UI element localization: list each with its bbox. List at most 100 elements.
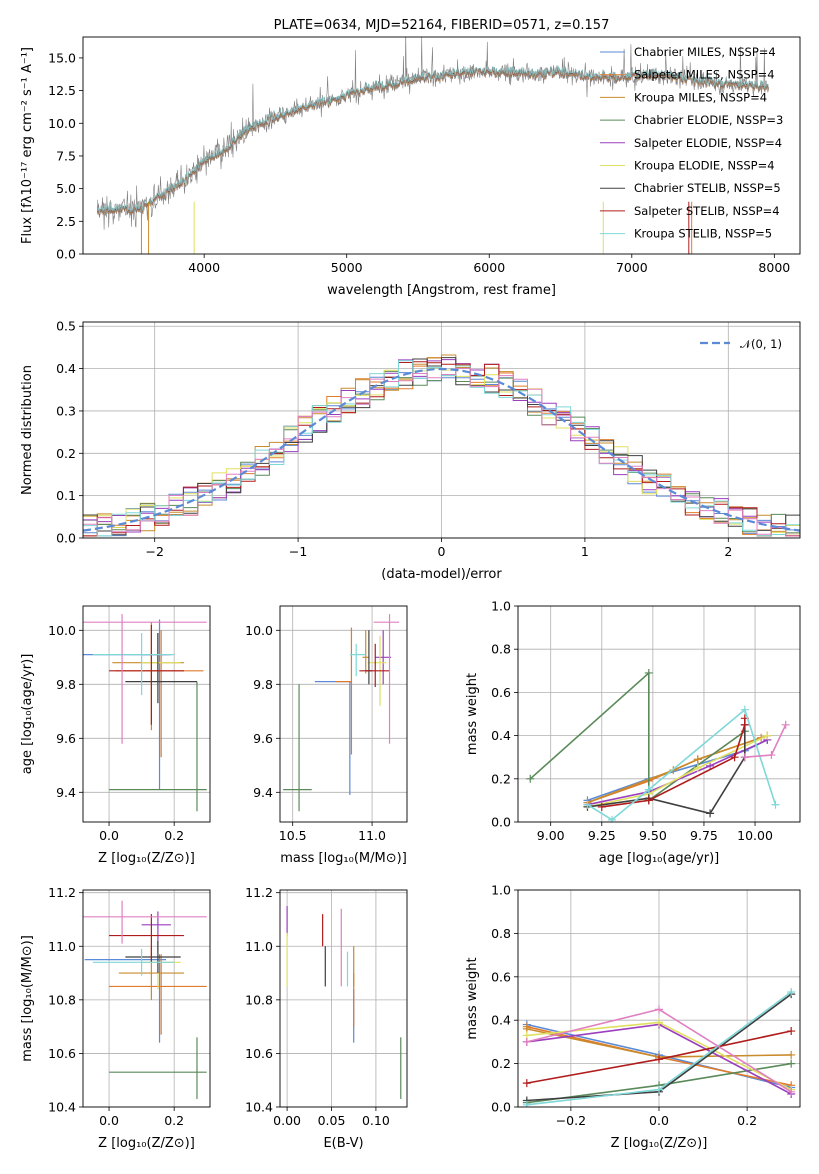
y-tick-label: 10.0 — [245, 623, 273, 638]
y-tick-label: 9.8 — [56, 677, 76, 692]
y-tick-label: 0.6 — [491, 969, 511, 984]
panel-mass_vs_Z: 0.0 0.2 10.4 10.6 10.8 11.0 11.2 Z [log₁₀(Z/Z⊙)… — [20, 885, 211, 1151]
weight-marker-sa_stelib — [597, 802, 606, 811]
y-tick-label: 11.2 — [48, 885, 76, 900]
legend-entry: Salpeter MILES, NSSP=4 — [634, 68, 775, 82]
x-axis-label: Z [log₁₀(Z/Z⊙)] — [98, 851, 195, 866]
histogram-kr_stelib — [83, 360, 800, 537]
y-tick-label: 0.8 — [491, 926, 511, 941]
legend-entry: Kroupa STELIB, NSSP=5 — [634, 227, 772, 241]
panel-spectrum: 4000 5000 6000 7000 8000 0.0 2.5 5.0 7.5 10.0 12.5… — [20, 18, 801, 298]
y-axis-label: Normed distribution — [20, 365, 35, 495]
x-tick-label: 0.00 — [273, 1113, 301, 1128]
x-tick-label: 7000 — [616, 260, 648, 275]
y-tick-label: 10.8 — [48, 992, 76, 1007]
weight-marker-extra_pink — [767, 751, 776, 760]
weight-marker-kr_stelib — [787, 987, 796, 996]
x-tick-label: 0 — [438, 544, 446, 559]
x-tick-label: 4000 — [188, 260, 220, 275]
weight-marker-extra_pink — [655, 1005, 663, 1014]
y-tick-label: 0.4 — [56, 361, 76, 376]
x-axis-label: Z [log₁₀(Z/Z⊙)] — [98, 1136, 195, 1151]
panel-mass_vs_EBV: 0.00 0.05 0.10 10.4 10.6 10.8 11.0 11.2 E(B-V) — [245, 885, 408, 1151]
axes-frame — [279, 605, 408, 823]
axes-frame — [279, 889, 408, 1108]
y-tick-label: 10.6 — [48, 1046, 76, 1061]
x-tick-label: 0.05 — [318, 1113, 346, 1128]
y-tick-label: 0.8 — [491, 642, 511, 657]
legend-entry: Chabrier ELODIE, NSSP=3 — [634, 113, 783, 127]
y-tick-label: 10.0 — [48, 623, 76, 638]
weight-marker-kr_miles — [787, 1050, 796, 1059]
y-tick-label: 15.0 — [48, 50, 76, 65]
x-tick-label: 11.0 — [358, 828, 386, 843]
y-tick-label: 1.0 — [491, 883, 511, 898]
weight-marker-sa_stelib — [655, 1055, 663, 1064]
weight-marker-ch_elodie — [526, 774, 535, 783]
y-tick-label: 9.4 — [253, 785, 273, 800]
plot-area — [518, 606, 800, 822]
y-tick-label: 11.0 — [48, 939, 76, 954]
histogram-extra_pink — [83, 367, 800, 537]
x-axis-label: mass [log₁₀(M/M⊙)] — [280, 851, 407, 866]
weight-marker-kr_stelib — [740, 705, 749, 714]
x-tick-label: 0.0 — [99, 1113, 119, 1128]
x-tick-label: 2 — [724, 544, 732, 559]
y-axis-label: age [log₁₀(age/yr)] — [20, 654, 35, 775]
y-tick-label: 0.2 — [491, 771, 511, 786]
histogram-kr_miles — [83, 354, 800, 537]
weight-marker-extra_pink — [787, 1087, 796, 1096]
legend-entry: 𝒩(0, 1) — [740, 337, 782, 351]
x-axis-label: E(B-V) — [323, 1136, 363, 1151]
weight-line-sa_elodie — [587, 739, 768, 806]
y-tick-label: 0.2 — [56, 446, 76, 461]
legend-entry: Kroupa MILES, NSSP=4 — [634, 90, 767, 104]
weight-line-sa_stelib — [601, 718, 746, 808]
panel-age_vs_Z: 0.0 0.2 9.4 9.6 9.8 10.0 Z [log₁₀(Z/Z⊙)] age [l… — [20, 605, 211, 866]
y-tick-label: 10.6 — [245, 1046, 273, 1061]
y-tick-label: 0.1 — [56, 488, 76, 503]
histogram-kr_elodie — [83, 367, 800, 537]
x-axis-label: (data-model)/error — [381, 567, 502, 582]
weight-marker-ch_elodie — [644, 668, 653, 677]
y-axis-label: mass [log₁₀(M/M⊙)] — [20, 935, 35, 1062]
x-tick-label: 0.10 — [362, 1113, 390, 1128]
x-tick-label: 9.75 — [690, 828, 718, 843]
legend-entry: Chabrier MILES, NSSP=4 — [634, 45, 776, 59]
panel-weight_vs_age: 9.00 9.25 9.50 9.75 10.00 0.0 0.2 0.4 0.6 0.8 1.0 a… — [465, 599, 801, 866]
weight-marker-ch_elodie — [787, 1059, 796, 1068]
y-tick-label: 0.0 — [56, 247, 76, 262]
chart-title: PLATE=0634, MJD=52164, FIBERID=0571, z=0… — [274, 18, 610, 33]
weight-marker-sa_stelib — [730, 753, 739, 762]
histogram-ch_stelib — [83, 357, 800, 536]
weight-marker-extra_pink — [522, 1037, 531, 1046]
y-axis-label: mass weight — [465, 957, 480, 1039]
x-tick-label: −1 — [289, 544, 307, 559]
observed-spectrum — [97, 37, 769, 230]
axes-frame — [517, 605, 801, 823]
y-tick-label: 0.3 — [56, 403, 76, 418]
weight-marker-kr_stelib — [771, 800, 780, 809]
axes-frame — [82, 605, 211, 823]
x-tick-label: 6000 — [473, 260, 505, 275]
x-tick-label: 9.25 — [588, 828, 616, 843]
legend: Chabrier MILES, NSSP=4 Salpeter MILES, NS… — [600, 45, 783, 241]
x-tick-label: 1 — [581, 544, 589, 559]
weight-marker-kr_elodie — [693, 764, 702, 772]
plot-area — [518, 890, 800, 1107]
weight-line-ch_elodie — [529, 671, 746, 802]
histogram-sa_stelib — [83, 361, 800, 537]
y-tick-label: 2.5 — [56, 214, 76, 229]
x-tick-label: 10.00 — [737, 828, 773, 843]
y-tick-label: 0.4 — [491, 1013, 511, 1028]
panel-residuals: −2 −1 0 1 2 0.0 0.1 0.2 0.3 0.4 0.5 (data-model)/er… — [20, 319, 801, 582]
weight-marker-sa_stelib — [644, 796, 653, 805]
x-tick-label: −0.2 — [556, 1113, 586, 1128]
panel-age_vs_mass: 10.5 11.0 9.4 9.6 9.8 10.0 mass [log₁₀(M/M⊙)] — [245, 605, 408, 866]
y-tick-label: 9.6 — [253, 731, 273, 746]
x-tick-label: 9.50 — [639, 828, 667, 843]
weight-line-kr_miles — [587, 737, 762, 804]
x-tick-label: 0.2 — [164, 1113, 184, 1128]
panel-weight_vs_Z: −0.2 0.0 0.2 0.0 0.2 0.4 0.6 0.8 1.0 Z [log₁₀(Z/Z… — [465, 883, 801, 1151]
